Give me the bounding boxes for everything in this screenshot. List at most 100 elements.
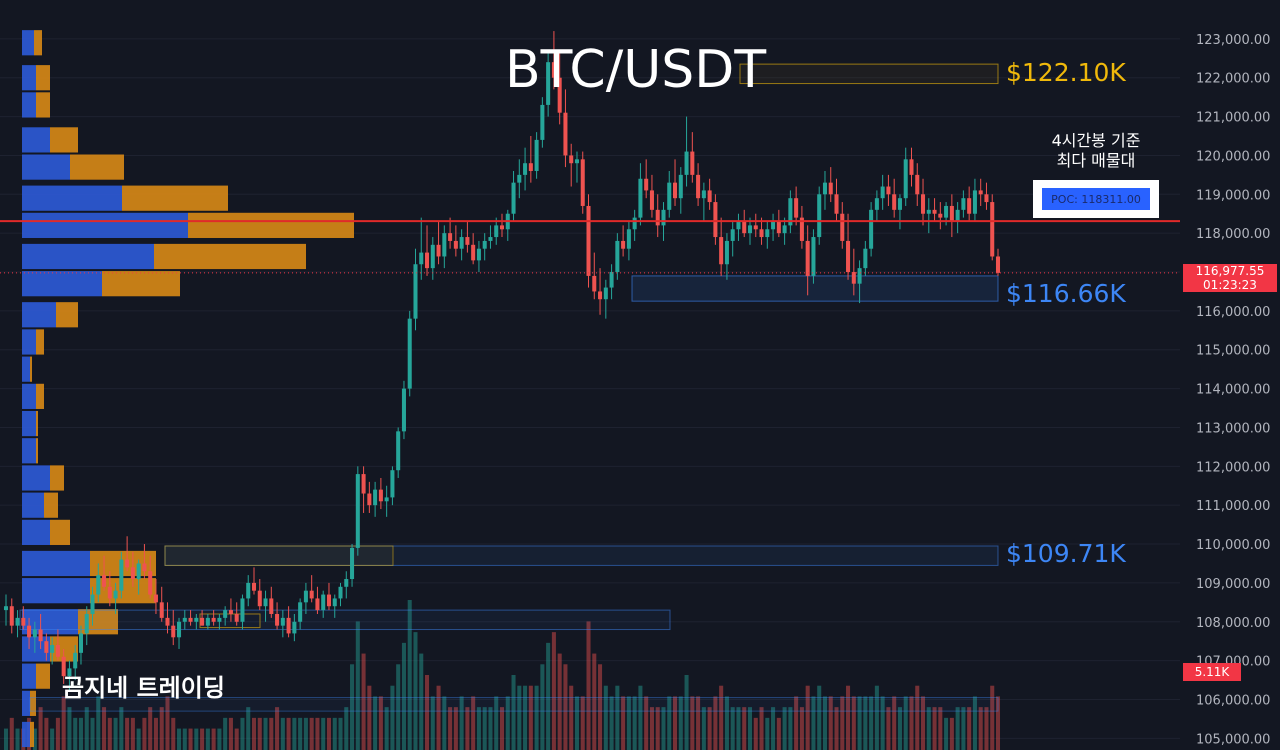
volume-bar — [684, 675, 689, 750]
candle-body — [499, 225, 505, 230]
candle-body — [880, 186, 885, 199]
candle-body — [240, 598, 245, 622]
volume-bar — [851, 696, 856, 750]
volume-bar — [874, 685, 879, 750]
candle-body — [684, 151, 689, 175]
volume-bar — [776, 717, 781, 750]
volume-bar — [200, 728, 205, 750]
candle-body — [9, 606, 14, 626]
candle-body — [707, 190, 712, 203]
candle-body — [373, 489, 378, 506]
candle-body — [350, 547, 355, 580]
candle-body — [626, 229, 631, 249]
profile-buy-bar — [22, 271, 102, 297]
volume-bar — [736, 707, 741, 750]
volume-bar — [615, 685, 620, 750]
volume-bar — [621, 696, 626, 750]
candle-body — [869, 209, 874, 249]
volume-bar — [649, 707, 654, 750]
volume-bar — [944, 717, 949, 750]
profile-sell-bar — [44, 492, 58, 518]
level-label-109k: $109.71K — [1006, 539, 1126, 569]
candle-body — [661, 209, 666, 226]
volume-bar — [794, 696, 799, 750]
volume-bar — [280, 717, 285, 750]
candle-body — [523, 163, 528, 175]
volume-bar — [724, 696, 729, 750]
candle-body — [130, 567, 135, 580]
volume-bar — [459, 696, 464, 750]
candle-body — [228, 610, 233, 614]
profile-sell-bar — [50, 519, 70, 545]
volume-bar — [3, 728, 9, 750]
profile-sell-bar — [30, 356, 32, 382]
profile-sell-bar — [36, 410, 38, 437]
candle-body — [223, 610, 228, 618]
candle-body — [148, 571, 153, 595]
candle-body — [3, 606, 9, 611]
candle-body — [171, 625, 176, 638]
volume-bar — [453, 707, 458, 750]
volume-bar — [667, 696, 672, 750]
candle-body — [413, 264, 418, 319]
volume-bar — [67, 707, 72, 750]
price-tick-label: 112,000.00 — [1196, 460, 1270, 475]
profile-buy-bar — [22, 65, 36, 91]
candle-body — [961, 198, 966, 210]
candle-body — [309, 590, 314, 599]
candle-body — [84, 613, 89, 634]
volume-bar — [569, 685, 574, 750]
volume-bar — [246, 707, 251, 750]
candle-body — [159, 602, 164, 618]
volume-bar — [690, 696, 695, 750]
volume-bar — [528, 685, 533, 750]
candle-body — [921, 194, 926, 214]
price-tick-label: 111,000.00 — [1196, 499, 1270, 514]
candle-body — [165, 617, 170, 626]
candle-body — [540, 104, 545, 140]
current-price: 116,977.55 — [1195, 263, 1265, 278]
candle-body — [753, 225, 758, 230]
volume-bar — [436, 685, 441, 750]
volume-bar — [517, 685, 522, 750]
poc-note-line1: 4시간봉 기준 — [1051, 131, 1141, 150]
volume-bar — [799, 707, 804, 750]
poc-label-box: POC: 118311.00 — [1033, 180, 1159, 218]
volume-bar — [107, 717, 112, 750]
volume-bar — [355, 621, 360, 750]
volume-bar — [719, 685, 724, 750]
volume-tag: 5.11K — [1183, 663, 1241, 681]
candle-body — [776, 221, 781, 234]
candle-body — [332, 598, 337, 607]
profile-buy-bar — [22, 30, 34, 56]
candle-body — [649, 190, 654, 210]
candle-body — [817, 194, 822, 238]
candle-body — [32, 629, 37, 638]
candle-body — [846, 240, 851, 273]
level-label-122k: $122.10K — [1006, 57, 1126, 87]
candle-body — [269, 598, 274, 614]
candle-body — [632, 217, 637, 230]
volume-bar — [857, 696, 862, 750]
volume-bar — [603, 685, 608, 750]
volume-bar — [563, 664, 568, 750]
candle-body — [874, 198, 879, 210]
volume-bar — [38, 707, 43, 750]
price-tick-label: 121,000.00 — [1196, 111, 1270, 126]
candle-body — [378, 489, 383, 502]
volume-bar — [240, 717, 245, 750]
volume-bar — [949, 717, 954, 750]
candle-body — [569, 155, 574, 164]
volume-bar — [730, 707, 735, 750]
volume-bar — [961, 707, 966, 750]
candle-body — [217, 617, 222, 622]
candle-body — [119, 559, 124, 591]
candle-body — [390, 470, 395, 498]
profile-buy-bar — [22, 302, 56, 328]
candle-body — [638, 178, 643, 218]
level-label-116k: $116.66K — [1006, 279, 1126, 309]
candle-body — [465, 237, 470, 245]
volume-bar — [626, 696, 631, 750]
volume-bar — [73, 717, 78, 750]
